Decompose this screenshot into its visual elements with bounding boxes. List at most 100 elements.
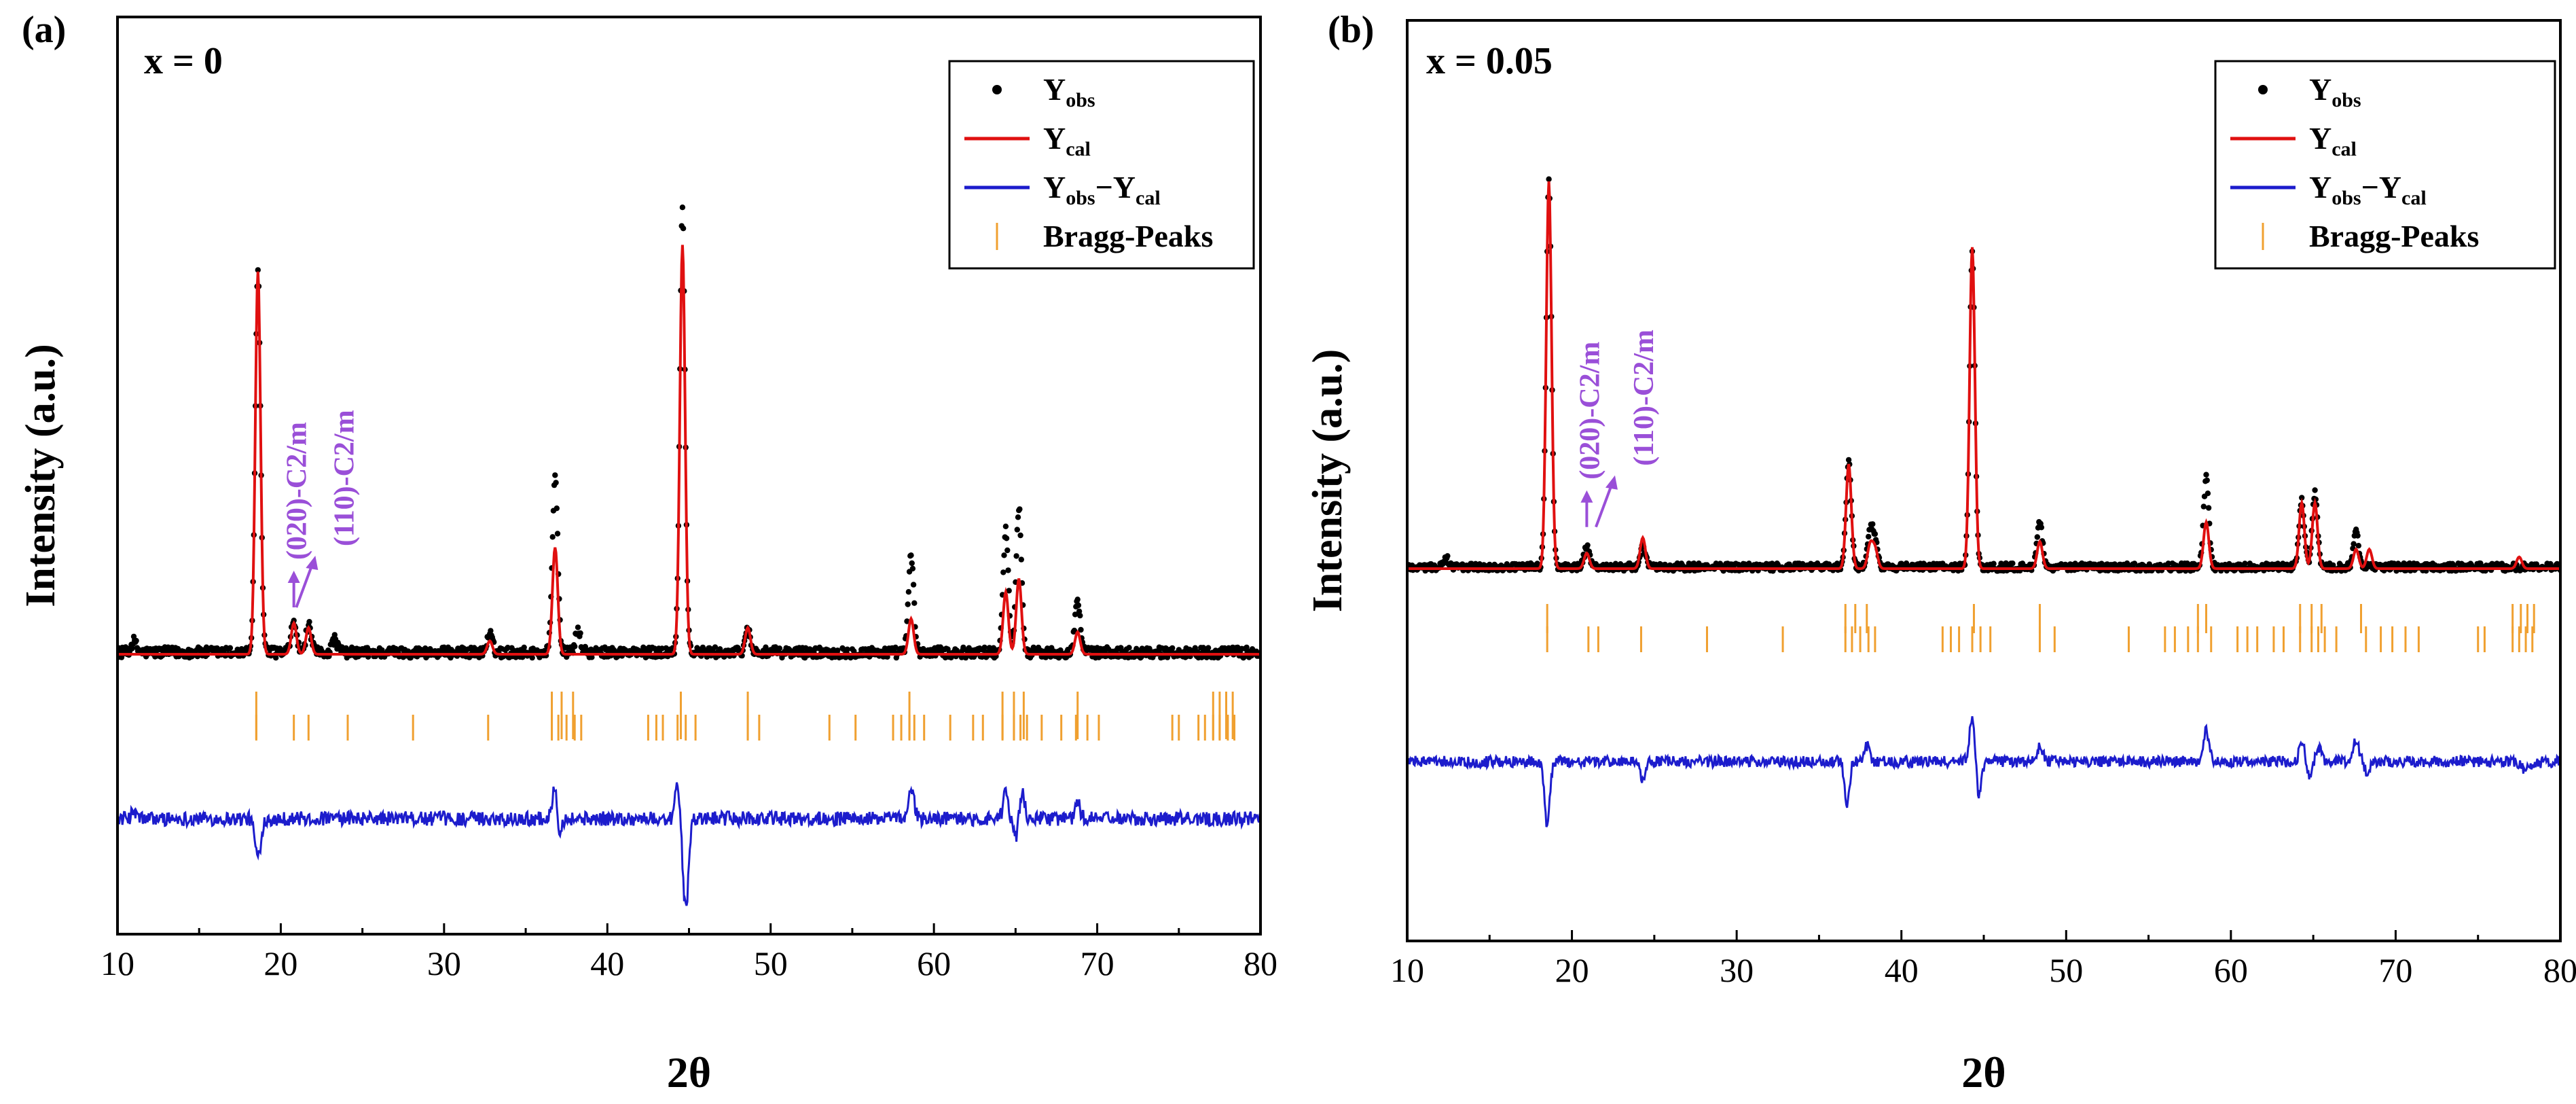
legend-label-main: Y — [1043, 170, 1066, 204]
x-tick-label: 30 — [427, 944, 461, 982]
legend-label-main: Y — [2309, 170, 2332, 204]
yobs-point — [1074, 596, 1081, 603]
legend-label: Bragg-Peaks — [2309, 219, 2479, 253]
legend-swatch-dot — [992, 85, 1002, 94]
yobs-point — [1845, 457, 1852, 463]
yobs-point — [2010, 560, 2016, 567]
legend-label-main: Bragg-Peaks — [2309, 219, 2479, 253]
legend-label-sub: cal — [1136, 187, 1161, 209]
annotation-arrowhead — [1605, 475, 1618, 490]
legend-label: Yobs — [2309, 72, 2361, 111]
yobs-point — [1002, 523, 1009, 529]
yobs-point — [554, 531, 561, 537]
x-tick-label: 50 — [754, 944, 788, 982]
x-tick-label: 50 — [2049, 951, 2083, 989]
yobs-point — [552, 472, 558, 478]
x-tick-label: 70 — [1081, 944, 1114, 982]
x-tick-label: 10 — [101, 944, 134, 982]
legend-label-sub: cal — [1066, 138, 1091, 160]
legend-label-main: −Y — [2361, 170, 2401, 204]
yobs-point — [910, 582, 917, 588]
annotation-arrowhead — [306, 556, 319, 571]
x-tick-label: 60 — [2214, 951, 2248, 989]
yobs-point — [379, 647, 385, 654]
y-axis-label: Intensity (a.u.) — [18, 344, 64, 607]
yobs-point — [577, 630, 583, 637]
yobs-point — [2205, 491, 2211, 497]
yobs-point — [1866, 533, 1872, 540]
yobs-point — [2312, 487, 2318, 493]
yobs-point — [1015, 514, 1021, 520]
yobs-point — [1001, 552, 1007, 558]
yobs-point — [1872, 531, 1879, 537]
yobs-point — [1014, 527, 1021, 533]
x-tick-label: 80 — [2543, 951, 2576, 989]
yobs-point — [904, 618, 910, 624]
yobs-point — [227, 645, 234, 651]
yobs-point — [679, 204, 686, 211]
yobs-point — [129, 645, 135, 652]
yobs-point — [2204, 477, 2210, 484]
yobs-point — [1205, 645, 1212, 651]
yobs-point — [1013, 553, 1019, 559]
yobs-point — [1006, 588, 1012, 594]
legend-label-main: Y — [2309, 121, 2332, 156]
annotation-label: (110)-C2/m — [329, 410, 360, 546]
x-tick-label: 20 — [264, 944, 297, 982]
yobs-point — [776, 645, 783, 652]
yobs-ycal-line — [117, 782, 1260, 906]
ycal-line — [1407, 181, 2560, 570]
yobs-point — [589, 654, 595, 660]
legend-label: Ycal — [1043, 121, 1091, 160]
annotation: (110)-C2/m — [295, 410, 360, 608]
yobs-point — [2200, 503, 2207, 510]
annotation-arrowhead — [287, 571, 300, 584]
yobs-point — [1075, 602, 1082, 609]
yobs-point — [1445, 553, 1451, 559]
yobs-point — [2355, 543, 2361, 549]
yobs-point — [909, 565, 916, 572]
yobs-point — [273, 655, 279, 661]
yobs-point — [1169, 645, 1176, 652]
x-tick-label: 40 — [590, 944, 624, 982]
yobs-point — [909, 560, 915, 567]
plot-area — [1407, 176, 2560, 827]
x-tick-label: 20 — [1555, 951, 1589, 989]
yobs-point — [2299, 495, 2305, 501]
ycal-line — [117, 245, 1260, 656]
legend-label-sub: cal — [2401, 187, 2427, 209]
legend-label-main: Y — [1043, 121, 1066, 156]
yobs-point — [572, 643, 578, 649]
yobs-point — [2355, 533, 2361, 539]
legend-label-sub: obs — [2332, 187, 2361, 209]
yobs-point — [1546, 176, 1552, 182]
yobs-point — [549, 534, 556, 540]
legend-label-main: Y — [1043, 72, 1066, 107]
yobs-point — [1870, 521, 1876, 527]
legend-box — [2214, 60, 2556, 270]
legend-label: Bragg-Peaks — [1043, 219, 1213, 253]
yobs-point — [1017, 532, 1023, 539]
yobs-ycal-line — [1407, 716, 2560, 827]
yobs-point — [680, 226, 687, 232]
legend-box — [948, 60, 1255, 270]
panel-label: (a) — [22, 9, 66, 51]
y-axis-label: Intensity (a.u.) — [1305, 349, 1351, 613]
legend-label: Ycal — [2309, 121, 2357, 160]
annotation-label: (020)-C2/m — [282, 422, 313, 560]
yobs-point — [1005, 567, 1011, 573]
yobs-point — [2203, 471, 2209, 478]
panel-a: (020)-C2/m (110)-C2/m 10 20 30 40 50 60 70 80 2θ In… — [18, 9, 1277, 1097]
legend-label-main: −Y — [1095, 170, 1136, 204]
x-ticks: 10 20 30 40 50 60 70 80 — [101, 923, 1277, 982]
yobs-point — [554, 505, 560, 512]
yobs-point — [306, 619, 312, 625]
panel-label: (b) — [1328, 9, 1374, 51]
yobs-point — [844, 646, 850, 652]
yobs-point — [2038, 524, 2045, 531]
x-tick-label: 70 — [2378, 951, 2412, 989]
yobs-point — [1071, 627, 1078, 634]
yobs-point — [1077, 612, 1083, 619]
